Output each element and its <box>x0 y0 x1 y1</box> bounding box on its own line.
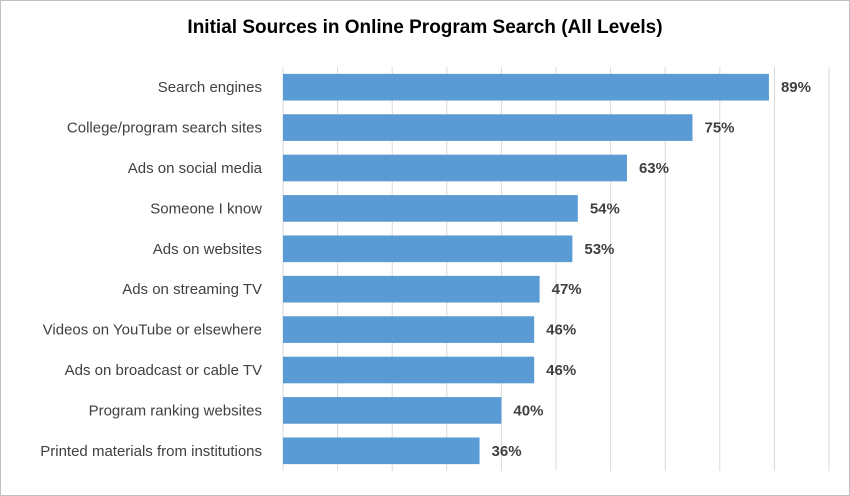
bar <box>283 356 535 384</box>
value-label: 40% <box>513 402 543 419</box>
category-label: Ads on streaming TV <box>122 281 262 298</box>
value-label: 46% <box>546 322 576 339</box>
bar <box>283 235 573 263</box>
bar <box>283 73 769 101</box>
value-label: 36% <box>492 443 522 460</box>
category-label: Search engines <box>158 79 262 96</box>
category-label: Program ranking websites <box>89 402 262 419</box>
chart-title: Initial Sources in Online Program Search… <box>187 17 663 38</box>
value-label: 47% <box>552 281 582 298</box>
value-label: 63% <box>639 160 669 177</box>
bars <box>283 73 769 465</box>
category-label: College/program search sites <box>67 120 262 137</box>
bar <box>283 114 693 141</box>
bar <box>283 275 540 303</box>
category-label: Ads on social media <box>128 160 263 177</box>
bar <box>283 397 502 424</box>
value-labels: 89% 75% 63% 54% 53% 47% 46% 46% 40% 36% <box>492 79 811 460</box>
category-label: Someone I know <box>150 200 262 217</box>
value-label: 54% <box>590 200 620 217</box>
value-label: 75% <box>705 120 735 137</box>
category-label: Videos on YouTube or elsewhere <box>43 322 262 339</box>
value-label: 53% <box>584 241 614 258</box>
bar <box>283 195 578 222</box>
category-label: Ads on broadcast or cable TV <box>65 362 262 379</box>
value-label: 46% <box>546 362 576 379</box>
category-label: Printed materials from institutions <box>40 443 262 460</box>
value-label: 89% <box>781 79 811 96</box>
bar <box>283 316 535 343</box>
bar <box>283 437 480 465</box>
bar <box>283 154 627 182</box>
category-labels: Search engines College/program search sit… <box>40 79 262 460</box>
category-label: Ads on websites <box>153 241 262 258</box>
